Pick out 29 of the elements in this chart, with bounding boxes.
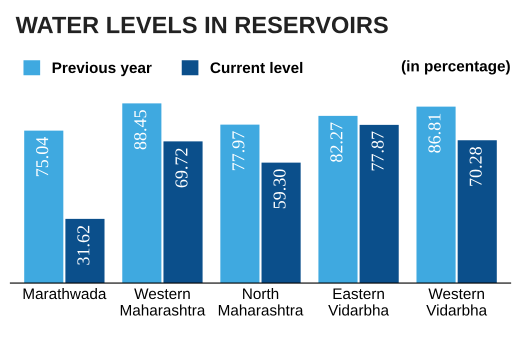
bar <box>318 116 358 284</box>
bar <box>416 106 456 284</box>
bar <box>458 140 497 284</box>
bar <box>360 124 399 284</box>
data-label: 31.62 <box>77 226 90 265</box>
data-label: 69.72 <box>175 148 188 188</box>
data-label: 77.97 <box>232 131 245 170</box>
legend-label: Previous year <box>52 62 152 76</box>
bar <box>65 218 105 284</box>
data-label: 70.28 <box>470 147 482 186</box>
bar <box>24 130 64 284</box>
chart-title: WATER LEVELS IN RESERVOIRS <box>16 16 388 34</box>
bar <box>262 162 301 284</box>
bar <box>163 141 203 284</box>
x-tick-label: Western Vidarbha <box>426 288 488 316</box>
bar <box>122 103 162 284</box>
data-label: 82.27 <box>330 122 343 162</box>
bar <box>220 124 260 284</box>
data-label: 88.45 <box>134 110 146 150</box>
data-label: 75.04 <box>36 136 48 176</box>
x-tick-label: Western Maharashtra <box>120 288 206 316</box>
x-tick-label: Marathwada <box>24 288 106 300</box>
x-tick-label: North Maharashtra <box>218 288 304 316</box>
text: (in percentage) <box>402 60 510 75</box>
legend-label: Current level <box>210 62 302 74</box>
data-label: 59.30 <box>273 169 286 208</box>
data-label: 77.87 <box>372 131 384 170</box>
data-label: 86.81 <box>428 114 441 153</box>
x-tick-label: Eastern Vidarbha <box>328 288 390 316</box>
